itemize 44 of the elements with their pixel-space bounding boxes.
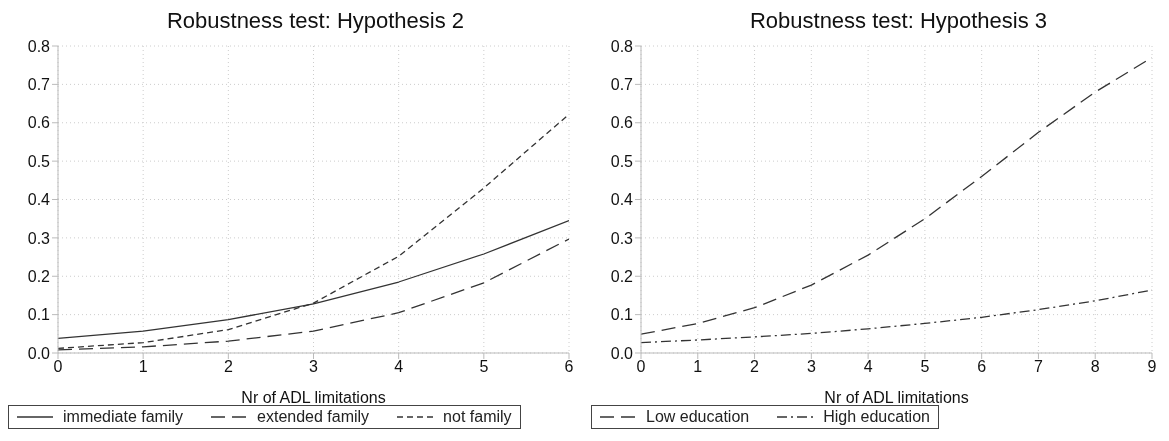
y-tick-label: 0.4	[27, 191, 51, 209]
x-tick-label: 0	[53, 358, 63, 376]
y-tick-label: 0.2	[610, 267, 634, 285]
y-tick-label: 0.2	[27, 267, 51, 285]
y-tick-label: 0.8	[610, 37, 634, 55]
y-tick-label: 0.8	[27, 37, 51, 55]
y-tick-label: 0.0	[610, 344, 634, 362]
x-tick-label: 4	[863, 358, 873, 376]
x-tick-label: 2	[223, 358, 233, 376]
x-tick-label: 0	[636, 358, 646, 376]
x-tick-label: 6	[564, 358, 574, 376]
x-tick-label: 3	[309, 358, 319, 376]
chart-title: Robustness test: Hypothesis 2	[165, 8, 466, 35]
x-tick-label: 1	[138, 358, 148, 376]
x-axis-title: Nr of ADL limitations	[824, 389, 969, 406]
legend-label: not family	[443, 408, 512, 426]
x-tick-label: 5	[479, 358, 489, 376]
x-tick-label: 8	[1090, 358, 1100, 376]
y-tick-label: 0.0	[27, 344, 51, 362]
x-tick-label: 6	[977, 358, 987, 376]
y-tick-label: 0.7	[610, 76, 634, 94]
legend-label: extended family	[257, 408, 370, 426]
legend-label: High education	[823, 408, 930, 426]
x-tick-label: 3	[806, 358, 816, 376]
x-tick-label: 9	[1147, 358, 1157, 376]
x-tick-label: 5	[920, 358, 930, 376]
y-tick-label: 0.6	[27, 114, 51, 132]
x-tick-label: 1	[693, 358, 703, 376]
chart-title: Robustness test: Hypothesis 3	[748, 8, 1049, 35]
legend-label: Low education	[646, 408, 750, 426]
y-tick-label: 0.5	[27, 152, 51, 170]
x-axis-title: Nr of ADL limitations	[241, 389, 386, 406]
y-tick-label: 0.1	[610, 306, 634, 324]
y-tick-label: 0.5	[610, 152, 634, 170]
x-tick-label: 7	[1033, 358, 1043, 376]
legend-label: immediate family	[63, 408, 184, 426]
y-tick-label: 0.3	[27, 229, 51, 247]
y-tick-label: 0.4	[610, 191, 634, 209]
y-tick-label: 0.3	[610, 229, 634, 247]
x-tick-label: 4	[394, 358, 404, 376]
y-tick-label: 0.7	[27, 76, 51, 94]
x-tick-label: 2	[750, 358, 760, 376]
y-tick-label: 0.6	[610, 114, 634, 132]
y-tick-label: 0.1	[27, 306, 51, 324]
